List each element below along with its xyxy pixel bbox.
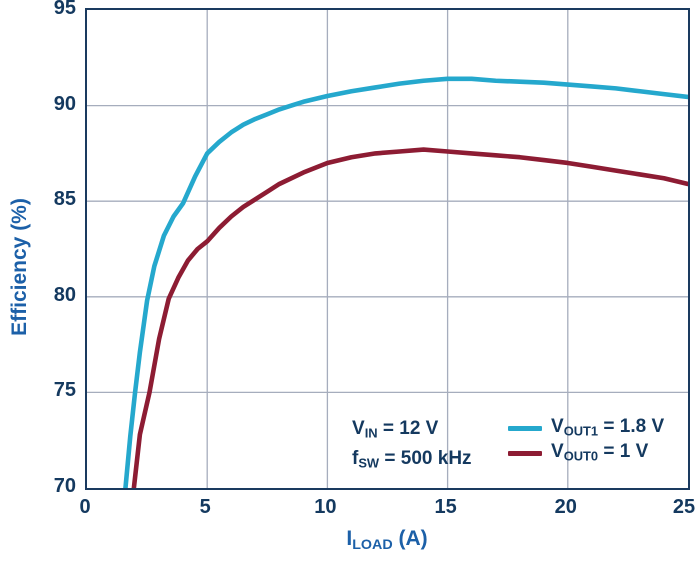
legend-label: VOUT0 = 1 V — [551, 440, 649, 464]
y-tick-label: 90 — [53, 92, 76, 115]
legend-swatch — [508, 451, 542, 456]
x-axis-title: ILOAD (A) — [346, 527, 428, 553]
x-tick-label: 25 — [672, 496, 696, 518]
legend-swatch — [508, 426, 542, 431]
legend: VOUT1 = 1.8 V VOUT0 = 1 V — [508, 416, 664, 466]
operating-conditions: VIN = 12 V fSW = 500 kHz — [352, 416, 472, 475]
legend-item-vout1: VOUT1 = 1.8 V — [508, 416, 664, 441]
y-tick-label: 75 — [53, 379, 76, 402]
plot-canvas — [87, 10, 688, 488]
curve-vout0 — [131, 147, 688, 488]
x-tick-label: 0 — [79, 496, 91, 518]
x-tick-label: 5 — [199, 496, 211, 518]
y-tick-label: 80 — [53, 283, 76, 306]
annotation-fsw: fSW = 500 kHz — [352, 447, 472, 471]
y-tick-label: 70 — [53, 475, 76, 497]
x-tick-label: 20 — [554, 496, 577, 518]
x-tick-label: 10 — [314, 496, 337, 518]
x-tick-label: 15 — [434, 496, 457, 518]
plot-area — [85, 8, 690, 490]
curve-vout1 — [123, 76, 688, 488]
legend-label: VOUT1 = 1.8 V — [551, 415, 665, 439]
legend-item-vout0: VOUT0 = 1 V — [508, 441, 664, 466]
y-tick-label: 85 — [53, 188, 76, 211]
annotation-vin: VIN = 12 V — [352, 418, 439, 441]
y-tick-label: 95 — [53, 0, 76, 19]
